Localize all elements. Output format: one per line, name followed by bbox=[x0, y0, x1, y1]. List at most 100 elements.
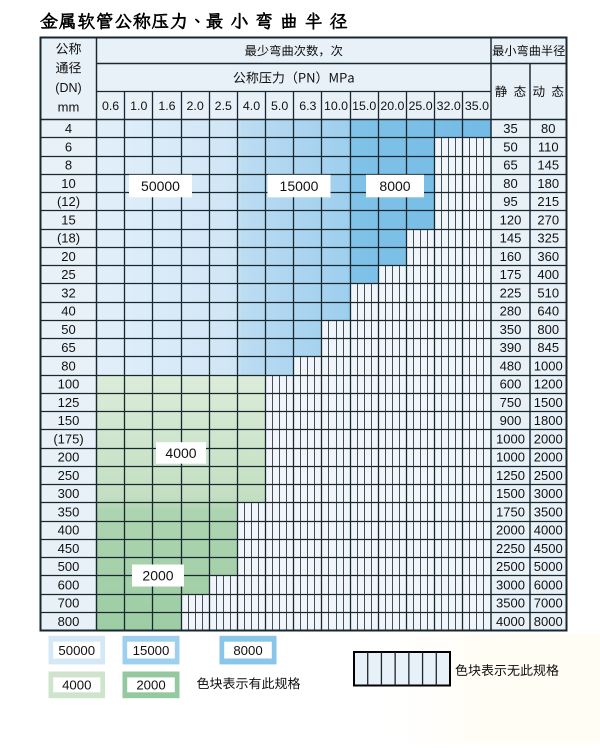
svg-text:65: 65 bbox=[503, 158, 517, 173]
svg-text:50000: 50000 bbox=[58, 643, 95, 658]
svg-text:80: 80 bbox=[61, 358, 75, 373]
svg-text:4000: 4000 bbox=[62, 678, 91, 693]
svg-text:20: 20 bbox=[61, 249, 75, 264]
svg-text:1200: 1200 bbox=[534, 377, 563, 392]
svg-text:600: 600 bbox=[500, 377, 522, 392]
svg-text:95: 95 bbox=[503, 194, 517, 209]
svg-text:400: 400 bbox=[58, 523, 80, 538]
svg-text:270: 270 bbox=[537, 212, 559, 227]
svg-text:160: 160 bbox=[500, 249, 522, 264]
svg-text:600: 600 bbox=[58, 577, 80, 592]
svg-text:80: 80 bbox=[541, 121, 555, 136]
svg-text:175: 175 bbox=[500, 267, 522, 282]
svg-text:32: 32 bbox=[61, 285, 75, 300]
svg-text:1.6: 1.6 bbox=[158, 99, 175, 113]
svg-text:20.0: 20.0 bbox=[380, 99, 404, 113]
svg-text:1000: 1000 bbox=[496, 431, 525, 446]
svg-text:1800: 1800 bbox=[534, 413, 563, 428]
svg-text:mm: mm bbox=[58, 99, 80, 114]
svg-text:3500: 3500 bbox=[534, 504, 563, 519]
svg-text:300: 300 bbox=[58, 486, 80, 501]
svg-text:400: 400 bbox=[537, 267, 559, 282]
svg-text:2.0: 2.0 bbox=[187, 99, 204, 113]
svg-text:6000: 6000 bbox=[534, 577, 563, 592]
svg-text:640: 640 bbox=[537, 304, 559, 319]
svg-text:50: 50 bbox=[503, 139, 517, 154]
svg-text:510: 510 bbox=[537, 285, 559, 300]
svg-text:4000: 4000 bbox=[165, 445, 196, 461]
svg-text:845: 845 bbox=[537, 340, 559, 355]
svg-text:3500: 3500 bbox=[496, 596, 525, 611]
svg-text:100: 100 bbox=[58, 377, 80, 392]
svg-text:900: 900 bbox=[500, 413, 522, 428]
svg-text:700: 700 bbox=[58, 596, 80, 611]
svg-text:360: 360 bbox=[537, 249, 559, 264]
svg-text:125: 125 bbox=[58, 395, 80, 410]
svg-text:15.0: 15.0 bbox=[352, 99, 376, 113]
svg-text:4000: 4000 bbox=[496, 614, 525, 629]
svg-text:15000: 15000 bbox=[133, 643, 170, 658]
svg-text:350: 350 bbox=[500, 322, 522, 337]
svg-text:480: 480 bbox=[500, 358, 522, 373]
svg-text:8000: 8000 bbox=[379, 178, 410, 194]
svg-text:2250: 2250 bbox=[496, 541, 525, 556]
svg-text:500: 500 bbox=[58, 559, 80, 574]
svg-text:(DN): (DN) bbox=[55, 81, 81, 95]
svg-text:4.0: 4.0 bbox=[243, 99, 260, 113]
svg-text:325: 325 bbox=[537, 231, 559, 246]
svg-text:150: 150 bbox=[58, 413, 80, 428]
svg-text:(175): (175) bbox=[53, 431, 83, 446]
svg-text:35.0: 35.0 bbox=[465, 99, 489, 113]
svg-text:1250: 1250 bbox=[496, 468, 525, 483]
svg-text:250: 250 bbox=[58, 468, 80, 483]
svg-text:10: 10 bbox=[61, 176, 75, 191]
svg-text:110: 110 bbox=[538, 139, 559, 154]
svg-text:4500: 4500 bbox=[534, 541, 563, 556]
svg-text:750: 750 bbox=[500, 395, 522, 410]
svg-text:800: 800 bbox=[537, 322, 559, 337]
svg-text:0.6: 0.6 bbox=[102, 99, 119, 113]
svg-text:1000: 1000 bbox=[534, 358, 563, 373]
svg-text:4: 4 bbox=[65, 121, 72, 136]
svg-text:8000: 8000 bbox=[233, 643, 262, 658]
svg-text:(12): (12) bbox=[57, 194, 80, 209]
svg-text:2.5: 2.5 bbox=[215, 99, 232, 113]
svg-text:10.0: 10.0 bbox=[324, 99, 348, 113]
svg-text:8: 8 bbox=[65, 158, 72, 173]
svg-text:2000: 2000 bbox=[136, 678, 165, 693]
svg-text:32.0: 32.0 bbox=[437, 99, 461, 113]
svg-text:180: 180 bbox=[537, 176, 559, 191]
svg-text:80: 80 bbox=[503, 176, 517, 191]
svg-text:1500: 1500 bbox=[496, 486, 525, 501]
svg-text:200: 200 bbox=[58, 450, 80, 465]
svg-text:50: 50 bbox=[61, 322, 75, 337]
svg-text:800: 800 bbox=[58, 614, 80, 629]
svg-text:215: 215 bbox=[537, 194, 559, 209]
svg-text:1500: 1500 bbox=[534, 395, 563, 410]
svg-text:65: 65 bbox=[61, 340, 75, 355]
svg-text:15000: 15000 bbox=[280, 178, 319, 194]
svg-text:(18): (18) bbox=[57, 231, 80, 246]
svg-text:40: 40 bbox=[61, 304, 75, 319]
svg-text:120: 120 bbox=[500, 212, 522, 227]
svg-text:6: 6 bbox=[65, 139, 72, 154]
svg-text:350: 350 bbox=[58, 504, 80, 519]
svg-text:3000: 3000 bbox=[496, 577, 525, 592]
svg-text:2000: 2000 bbox=[534, 431, 563, 446]
svg-text:145: 145 bbox=[500, 231, 522, 246]
svg-text:1000: 1000 bbox=[496, 450, 525, 465]
svg-text:145: 145 bbox=[537, 158, 559, 173]
svg-text:1750: 1750 bbox=[496, 504, 525, 519]
svg-text:280: 280 bbox=[500, 304, 522, 319]
svg-text:2500: 2500 bbox=[496, 559, 525, 574]
svg-text:1.0: 1.0 bbox=[130, 99, 147, 113]
svg-text:7000: 7000 bbox=[534, 596, 563, 611]
svg-text:8000: 8000 bbox=[534, 614, 563, 629]
svg-text:2500: 2500 bbox=[534, 468, 563, 483]
svg-text:6.3: 6.3 bbox=[299, 99, 316, 113]
svg-text:390: 390 bbox=[500, 340, 522, 355]
svg-text:3000: 3000 bbox=[534, 486, 563, 501]
svg-text:2000: 2000 bbox=[142, 568, 173, 584]
svg-text:15: 15 bbox=[61, 212, 75, 227]
svg-text:25: 25 bbox=[61, 267, 75, 282]
